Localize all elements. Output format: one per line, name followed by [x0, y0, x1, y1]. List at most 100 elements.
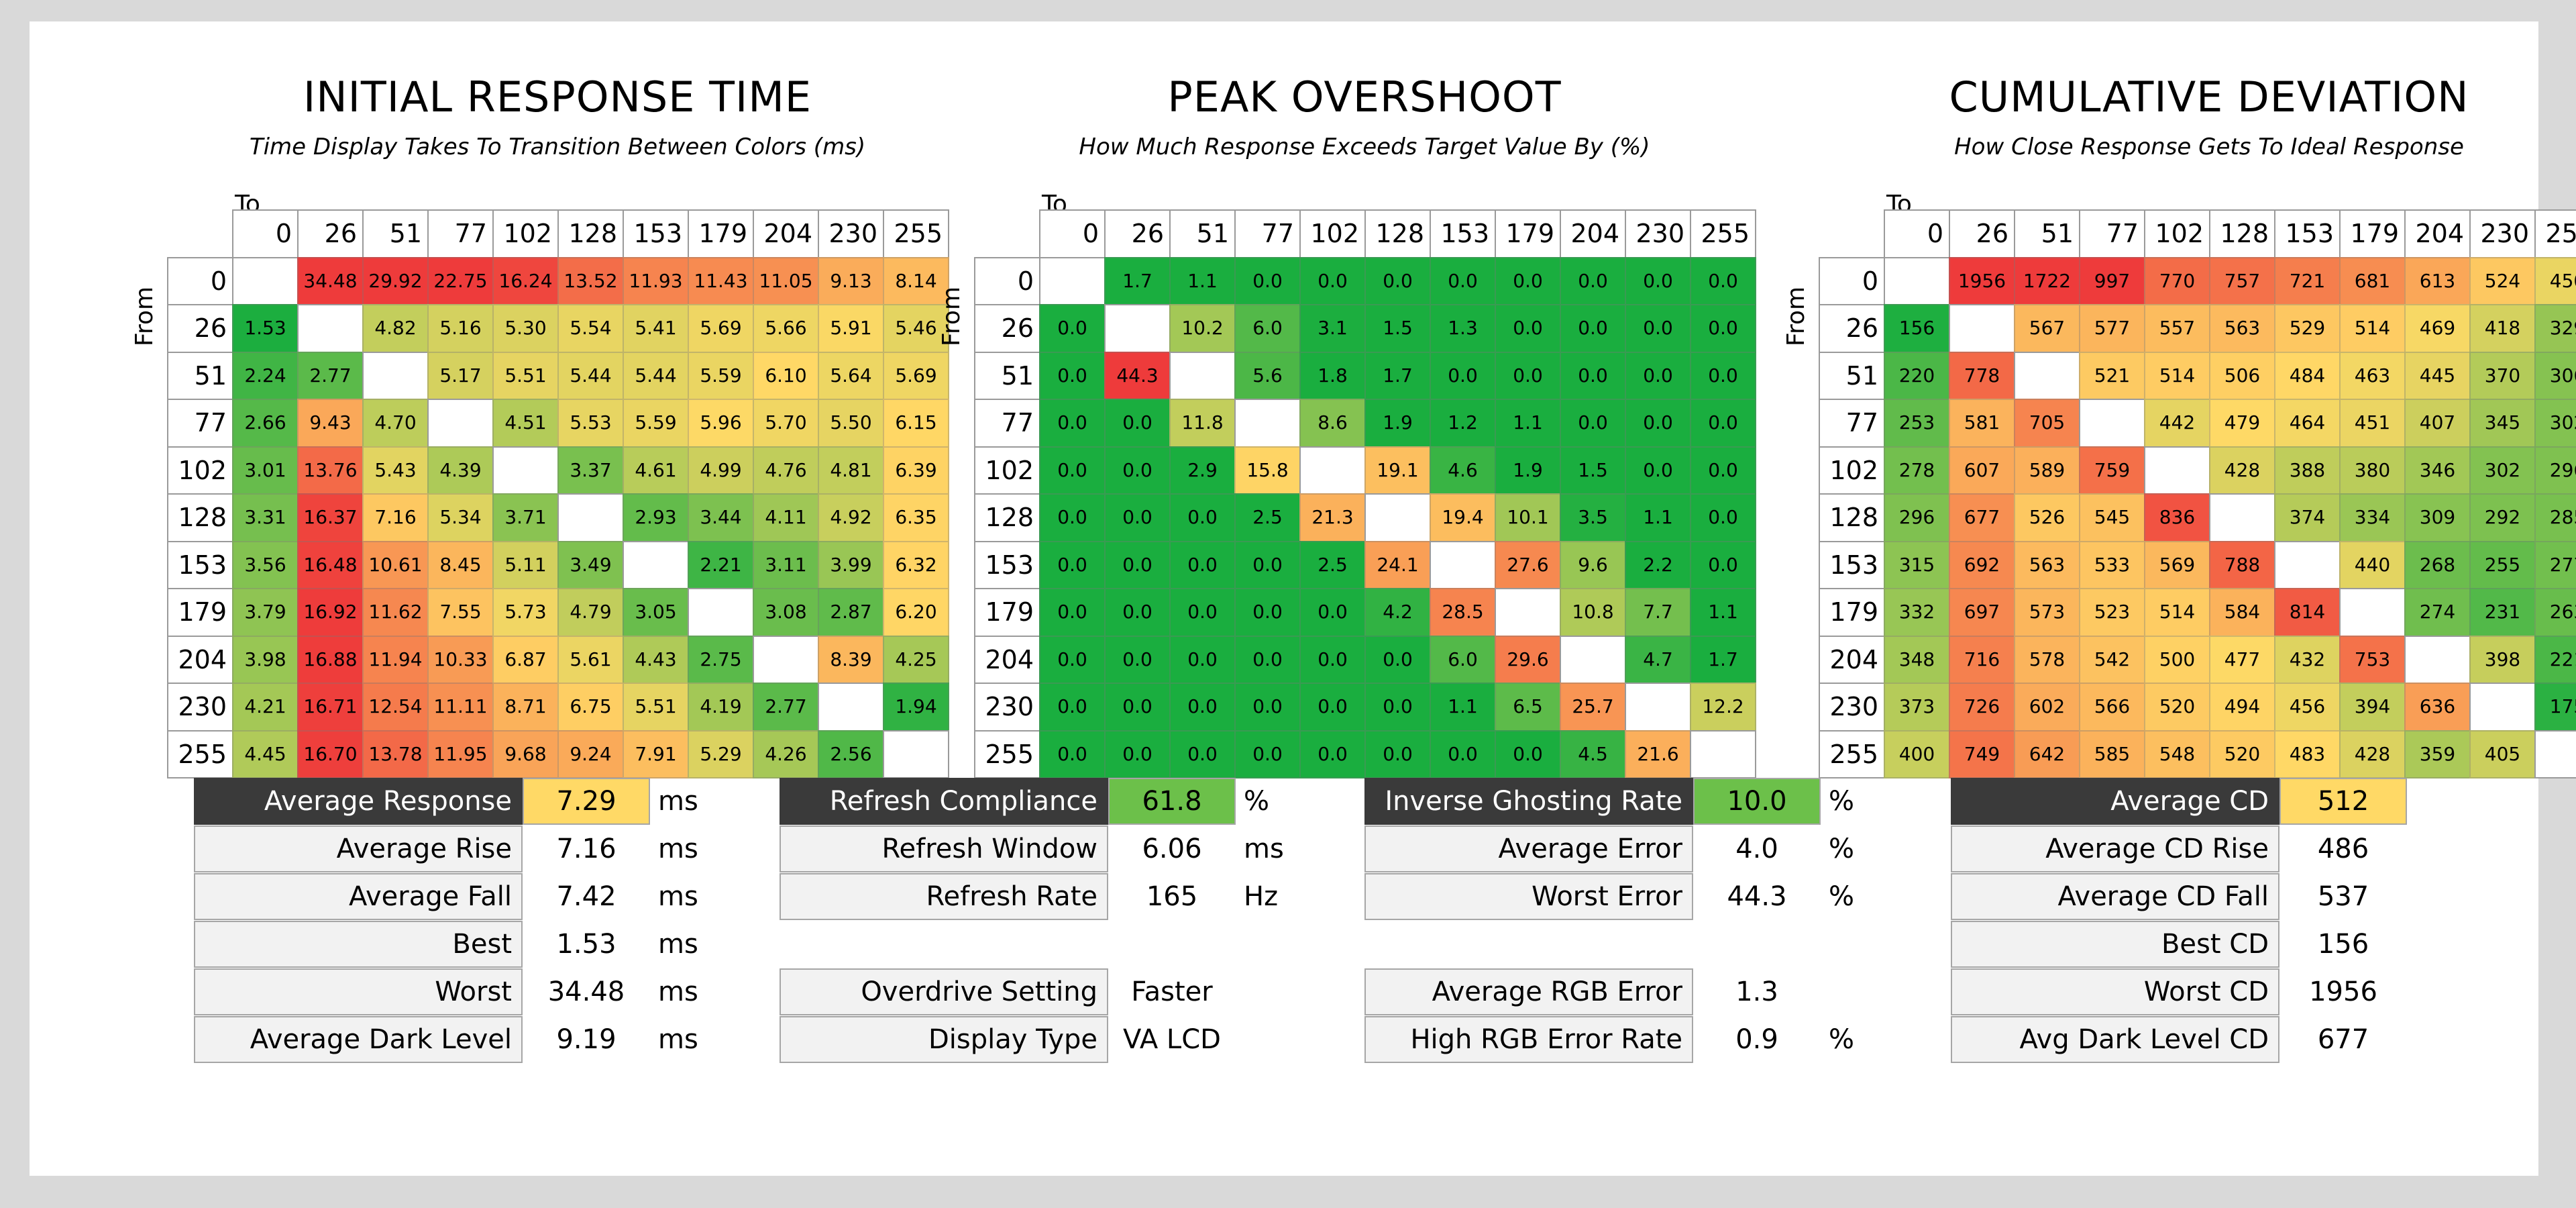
peak-overshoot-col-header: 179: [1495, 209, 1561, 258]
cumulative-deviation-cell: 296: [1884, 493, 1950, 542]
cd-stats-value: 537: [2317, 881, 2369, 912]
peak-overshoot-cell: 0.0: [1234, 683, 1301, 732]
cumulative-deviation-cell: 432: [2274, 635, 2341, 684]
cumulative-deviation-col-header: 102: [2144, 209, 2210, 258]
response-stats-value: 1.53: [556, 929, 616, 960]
cumulative-deviation-cell: 463: [2339, 351, 2406, 400]
cumulative-deviation-cell: 542: [2079, 635, 2145, 684]
response-time-cell: 6.15: [883, 399, 949, 448]
response-time-cell: 2.56: [818, 729, 884, 778]
peak-overshoot-cell: [1039, 256, 1106, 305]
peak-overshoot-cell: 24.1: [1364, 540, 1431, 589]
peak-overshoot-cell: 0.0: [1625, 399, 1691, 448]
response-time-cell: 4.26: [753, 729, 819, 778]
peak-overshoot-cell: 7.7: [1625, 588, 1691, 637]
cumulative-deviation-cell: 479: [2209, 399, 2275, 448]
response-time-cell: 13.78: [362, 729, 429, 778]
response-time-col-header: 153: [623, 209, 689, 258]
cumulative-deviation-cell: [2274, 540, 2341, 589]
cumulative-deviation-cell: 578: [2014, 635, 2080, 684]
peak-overshoot-cell: 0.0: [1625, 351, 1691, 400]
response-time-cell: 6.87: [492, 635, 559, 684]
response-time-cell: 13.52: [557, 256, 624, 305]
peak-overshoot-col-header: 77: [1234, 209, 1301, 258]
response-time-col-header: 26: [297, 209, 364, 258]
response-time-cell: 16.24: [492, 256, 559, 305]
refresh-stats-label: Refresh Compliance: [780, 778, 1108, 825]
peak-overshoot-cell: 0.0: [1104, 635, 1171, 684]
response-time-row-header: 0: [167, 256, 233, 305]
response-time-cell: 5.51: [623, 683, 689, 732]
peak-overshoot-cell: [1495, 588, 1561, 637]
peak-overshoot-cell: 0.0: [1625, 304, 1691, 353]
response-time-cell: [232, 256, 299, 305]
response-time-cell: 4.39: [427, 446, 494, 495]
response-time-cell: 5.66: [753, 304, 819, 353]
peak-overshoot-cell: 27.6: [1495, 540, 1561, 589]
peak-overshoot-cell: 0.0: [1364, 256, 1431, 305]
peak-overshoot-cell: 0.0: [1430, 729, 1496, 778]
response-time-col-header: 255: [883, 209, 949, 258]
response-time-cell: 3.05: [623, 588, 689, 637]
cumulative-deviation-row-header: 153: [1819, 540, 1885, 589]
cd-stats-label: Average CD Fall: [1951, 873, 2279, 920]
overshoot-stats-value: 4.0: [1735, 834, 1778, 864]
response-time-cell: 5.64: [818, 351, 884, 400]
response-time-cell: 3.98: [232, 635, 299, 684]
cumulative-deviation-cell: 500: [2144, 635, 2210, 684]
cumulative-deviation-cell: 533: [2079, 540, 2145, 589]
overshoot-stats-unit: %: [1829, 786, 1855, 817]
cumulative-deviation-col-header: 230: [2469, 209, 2536, 258]
cumulative-deviation-cell: 705: [2014, 399, 2080, 448]
response-time-cell: 3.44: [688, 493, 754, 542]
refresh-stats-label: Refresh Rate: [780, 873, 1108, 920]
cumulative-deviation-cell: 721: [2274, 256, 2341, 305]
peak-overshoot-cell: 0.0: [1560, 399, 1626, 448]
response-time-cell: 5.16: [427, 304, 494, 353]
cd-stats-value: 677: [2317, 1024, 2369, 1055]
peak-overshoot-title: PEAK OVERSHOOT: [1167, 72, 1562, 121]
response-time-cell: 2.77: [297, 351, 364, 400]
peak-overshoot-row-header: 102: [974, 446, 1040, 495]
cumulative-deviation-cell: 221: [2534, 635, 2576, 684]
peak-overshoot-cell: 0.0: [1169, 493, 1236, 542]
peak-overshoot-cell: 0.0: [1690, 446, 1756, 495]
response-time-cell: 4.82: [362, 304, 429, 353]
refresh-stats-label: Refresh Window: [780, 825, 1108, 872]
response-time-cell: 11.62: [362, 588, 429, 637]
cumulative-deviation-cell: 521: [2079, 351, 2145, 400]
refresh-stats-row: Refresh Window 6.06 ms: [780, 825, 1330, 872]
peak-overshoot-col-header: 0: [1039, 209, 1106, 258]
peak-overshoot-cell: 4.7: [1625, 635, 1691, 684]
response-time-col-header: 179: [688, 209, 754, 258]
cumulative-deviation-cell: 836: [2144, 493, 2210, 542]
response-time-cell: 3.08: [753, 588, 819, 637]
cumulative-deviation-cell: [2144, 446, 2210, 495]
refresh-stats-label: Overdrive Setting: [780, 968, 1108, 1015]
cumulative-deviation-cell: 1722: [2014, 256, 2080, 305]
peak-overshoot-cell: 0.0: [1560, 351, 1626, 400]
peak-overshoot-cell: 1.7: [1104, 256, 1171, 305]
response-time-cell: 4.70: [362, 399, 429, 448]
peak-overshoot-cell: [1104, 304, 1171, 353]
peak-overshoot-cell: 6.0: [1234, 304, 1301, 353]
peak-overshoot-cell: 0.0: [1234, 256, 1301, 305]
response-time-cell: 4.43: [623, 635, 689, 684]
response-time-cell: 4.21: [232, 683, 299, 732]
response-time-cell: 5.96: [688, 399, 754, 448]
overshoot-stats-value: 0.9: [1735, 1024, 1778, 1055]
response-time-cell: 16.37: [297, 493, 364, 542]
cumulative-deviation-row-header: 179: [1819, 588, 1885, 637]
cumulative-deviation-cell: 577: [2079, 304, 2145, 353]
peak-overshoot-cell: 0.0: [1039, 729, 1106, 778]
peak-overshoot-cell: 6.5: [1495, 683, 1561, 732]
cumulative-deviation-cell: 557: [2144, 304, 2210, 353]
peak-overshoot-cell: 0.0: [1495, 351, 1561, 400]
cumulative-deviation-cell: 677: [1949, 493, 2015, 542]
cumulative-deviation-cell: 292: [2469, 493, 2536, 542]
cumulative-deviation-cell: 400: [1884, 729, 1950, 778]
response-stats-unit: ms: [658, 976, 698, 1007]
cumulative-deviation-section: CUMULATIVE DEVIATION How Close Response G…: [1754, 21, 2576, 778]
refresh-stats-unit: Hz: [1244, 881, 1279, 912]
cumulative-deviation-cell: 477: [2209, 635, 2275, 684]
